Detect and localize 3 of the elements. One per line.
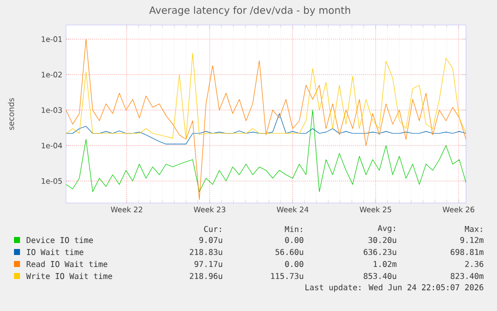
line-series [66,110,466,192]
chart-title: Average latency for /dev/vda - by month [149,6,350,16]
line-series [66,38,466,200]
